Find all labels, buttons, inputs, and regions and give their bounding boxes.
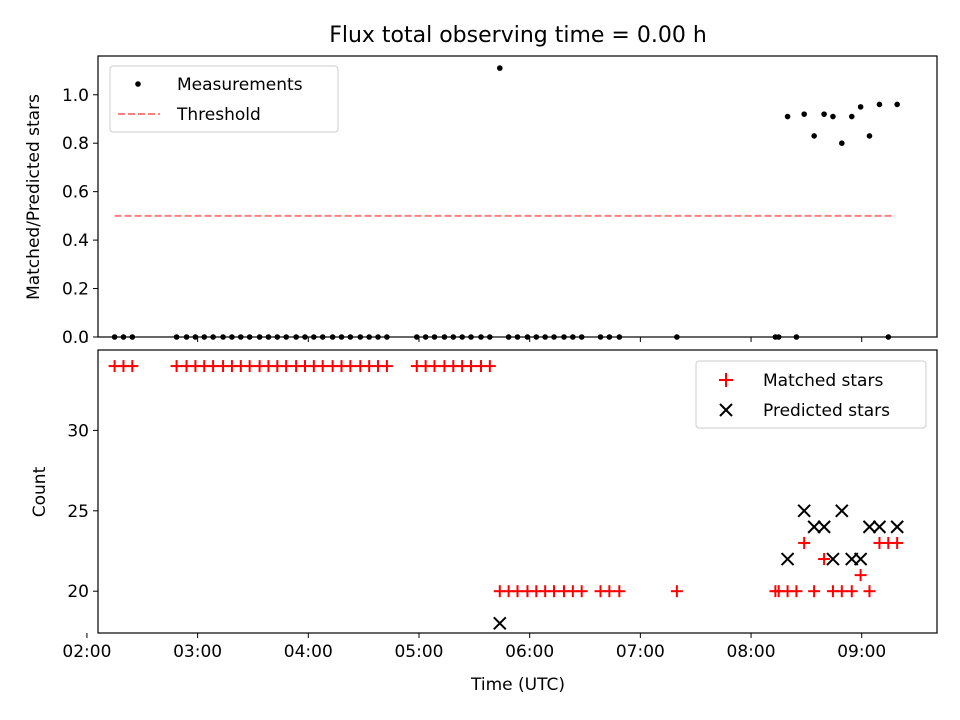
x-tick-label: 02:00	[62, 642, 111, 662]
legend-label-measurements: Measurements	[177, 75, 303, 95]
x-axis-label: Time (UTC)	[470, 675, 565, 695]
bottom-marks: 20 25 30 02:00 03:00 04:00 05:00 06:00 07:00 08:0…	[62, 360, 904, 662]
x-tick-label: 04:00	[284, 642, 333, 662]
measurement-point	[839, 140, 845, 147]
matched-stars-point	[845, 585, 858, 598]
y-tick-label: 0.0	[62, 328, 89, 348]
matched-stars-point	[798, 536, 811, 549]
predicted-stars-point	[493, 616, 507, 631]
legend-label-threshold: Threshold	[176, 105, 261, 125]
predicted-stars-point	[797, 504, 811, 518]
matched-stars-point	[613, 585, 626, 598]
measurement-point	[848, 113, 855, 120]
measurement-point	[857, 104, 864, 110]
predicted-stars-point	[807, 520, 821, 534]
matched-stars-point	[670, 585, 683, 598]
predicted-stars-point	[780, 552, 795, 566]
matched-stars-point	[380, 360, 393, 373]
x-tick-label: 07:00	[616, 642, 665, 662]
x-tick-label: 06:00	[505, 642, 554, 662]
legend-marker-measurements	[135, 81, 141, 87]
x-tick-label: 05:00	[394, 642, 443, 662]
legend-marker-predicted	[719, 403, 733, 417]
y-tick-label: 30	[67, 421, 89, 441]
top-legend: Measurements Threshold	[109, 65, 339, 133]
measurement-point	[876, 101, 883, 108]
x-tick-label: 03:00	[173, 642, 222, 662]
y-tick-label: 0.2	[62, 280, 89, 300]
matched-stars-point	[818, 553, 831, 566]
y-tick-label: 1.0	[62, 86, 89, 106]
predicted-stars-point	[817, 520, 831, 534]
top-marks: 0.0 0.2 0.4 0.6 0.8 1.0	[62, 65, 900, 348]
top-panel: Flux total observing time = 0.00 h 0.00.…	[24, 23, 938, 348]
predicted-stars-point	[862, 520, 877, 534]
top-axes-frame	[97, 55, 938, 338]
predicted-stars-point	[872, 520, 887, 534]
predicted-stars-point	[890, 520, 904, 534]
legend-label-predicted: Predicted stars	[763, 401, 890, 421]
bottom-legend: Matched stars Predicted stars	[695, 360, 927, 429]
bottom-legend-box	[695, 360, 927, 429]
y-tick-label: 0.8	[62, 134, 89, 154]
matched-stars-point	[126, 360, 139, 373]
x-tick-label: 08:00	[727, 642, 776, 662]
matched-stars-point	[808, 585, 821, 598]
y-tick-label: 20	[67, 582, 89, 602]
x-tick-label: 09:00	[837, 642, 886, 662]
predicted-stars-point	[826, 552, 840, 566]
measurement-point	[830, 113, 836, 120]
bottom-axes-frame	[97, 349, 938, 634]
matched-stars-point	[575, 585, 588, 598]
predicted-stars-point	[835, 504, 849, 518]
matched-stars-point	[863, 585, 876, 598]
top-y-axis-label: Matched/Predicted stars	[24, 94, 44, 300]
bottom-panel: 20 25 30 02:00 03:00 04:00 05:00 06:00 07:00 08:0…	[30, 349, 938, 695]
matched-stars-point	[891, 536, 904, 549]
y-tick-label: 0.6	[62, 183, 89, 203]
measurement-point	[784, 113, 791, 120]
matched-stars-point	[854, 569, 867, 582]
chart-title: Flux total observing time = 0.00 h	[329, 23, 707, 48]
measurement-point	[811, 133, 817, 139]
legend-marker-matched	[719, 373, 733, 387]
top-legend-box	[109, 65, 339, 133]
measurement-point	[894, 101, 900, 108]
matched-stars-point	[483, 360, 496, 373]
bottom-y-axis-label: Count	[30, 466, 50, 517]
measurement-point	[801, 111, 807, 117]
matched-stars-point	[790, 585, 803, 598]
legend-label-matched: Matched stars	[763, 371, 883, 391]
y-tick-label: 0.4	[62, 231, 89, 251]
measurement-point	[821, 111, 827, 117]
measurement-point	[496, 65, 503, 71]
y-tick-label: 25	[67, 502, 89, 522]
predicted-stars-point	[853, 552, 868, 566]
measurement-point	[866, 133, 873, 139]
